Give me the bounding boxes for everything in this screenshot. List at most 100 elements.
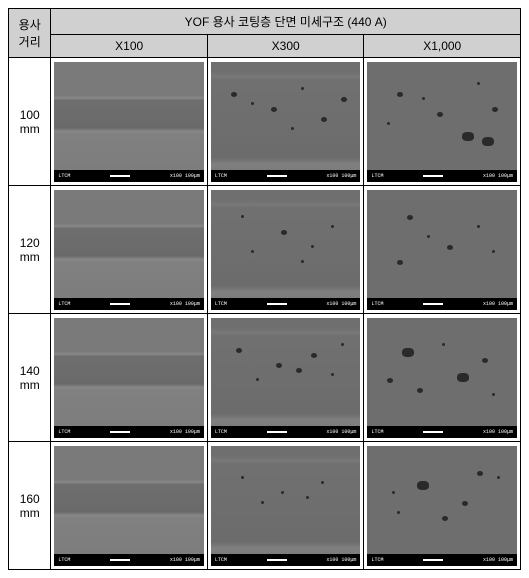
pore xyxy=(311,353,317,358)
sem-caption-bar: LTCM x100 100μm xyxy=(54,554,204,566)
scale-bar xyxy=(110,303,130,305)
pore xyxy=(497,476,500,479)
pore xyxy=(442,516,448,521)
sem-image: LTCM x100 100μm xyxy=(211,446,361,566)
scale-bar xyxy=(267,303,287,305)
sem-caption-bar: LTCM x100 100μm xyxy=(211,426,361,438)
pore xyxy=(397,511,400,514)
pore xyxy=(442,343,445,346)
scale-bar xyxy=(110,431,130,433)
pore xyxy=(422,97,425,100)
table-row: 140 mm LTCM x100 100μm LTCM x100 100μm xyxy=(9,314,521,442)
table-row: 160 mm LTCM x100 100μm LTCM x100 100μm xyxy=(9,442,521,570)
scale-bar xyxy=(110,175,130,177)
pore xyxy=(261,501,264,504)
sem-cell-120-x300: LTCM x100 100μm xyxy=(207,186,364,314)
pore xyxy=(397,92,403,97)
scale-bar xyxy=(423,559,443,561)
sem-cell-140-x300: LTCM x100 100μm xyxy=(207,314,364,442)
sem-caption-left: LTCM xyxy=(215,429,227,435)
pore xyxy=(492,393,495,396)
sem-caption-right: x100 100μm xyxy=(326,301,356,307)
sem-image: LTCM x100 100μm xyxy=(54,446,204,566)
sem-caption-bar: LTCM x100 100μm xyxy=(367,426,517,438)
pore xyxy=(492,250,495,253)
sem-caption-left: LTCM xyxy=(371,429,383,435)
sem-image: LTCM x100 100μm xyxy=(367,190,517,310)
pore xyxy=(387,378,393,383)
sem-caption-left: LTCM xyxy=(58,173,70,179)
sem-caption-right: x100 100μm xyxy=(326,557,356,563)
pore xyxy=(447,245,453,250)
table-row: 120 mm LTCM x100 100μm LTCM x100 100μm xyxy=(9,186,521,314)
pore xyxy=(397,260,403,265)
pore xyxy=(331,225,334,228)
header-main: YOF 용사 코팅층 단면 미세구조 (440 A) xyxy=(51,9,521,35)
pore xyxy=(291,127,294,130)
scale-bar xyxy=(267,431,287,433)
pore xyxy=(392,491,395,494)
pore xyxy=(256,378,259,381)
pore xyxy=(306,496,309,499)
scale-bar xyxy=(423,431,443,433)
sem-caption-right: x100 100μm xyxy=(483,301,513,307)
sem-caption-left: LTCM xyxy=(371,557,383,563)
scale-bar xyxy=(423,175,443,177)
pore xyxy=(482,137,494,146)
sem-caption-bar: LTCM x100 100μm xyxy=(211,554,361,566)
sem-caption-left: LTCM xyxy=(215,557,227,563)
pore xyxy=(236,348,242,353)
sem-cell-100-x100: LTCM x100 100μm xyxy=(51,58,208,186)
pore xyxy=(331,373,334,376)
sem-caption-bar: LTCM x100 100μm xyxy=(211,170,361,182)
sem-caption-left: LTCM xyxy=(58,429,70,435)
pore xyxy=(251,250,254,253)
sem-image: LTCM x100 100μm xyxy=(54,190,204,310)
pore xyxy=(311,245,314,248)
sem-cell-120-x100: LTCM x100 100μm xyxy=(51,186,208,314)
pore xyxy=(492,107,498,112)
sem-caption-left: LTCM xyxy=(215,173,227,179)
pore xyxy=(341,97,347,102)
microstructure-table: 용사 거리 YOF 용사 코팅층 단면 미세구조 (440 A) X100 X3… xyxy=(8,8,521,570)
pore xyxy=(387,122,390,125)
sem-caption-right: x100 100μm xyxy=(326,429,356,435)
sem-cell-100-x300: LTCM x100 100μm xyxy=(207,58,364,186)
sem-cell-160-x300: LTCM x100 100μm xyxy=(207,442,364,570)
pore xyxy=(281,230,287,235)
sem-caption-left: LTCM xyxy=(58,557,70,563)
pore xyxy=(321,117,327,122)
header-mag-x1000: X1,000 xyxy=(364,35,521,58)
sem-caption-right: x100 100μm xyxy=(483,557,513,563)
pore xyxy=(321,481,324,484)
pore xyxy=(477,471,483,476)
sem-image: LTCM x100 100μm xyxy=(367,318,517,438)
table-body: 100 mm LTCM x100 100μm LTCM x100 100μm xyxy=(9,58,521,570)
sem-caption-bar: LTCM x100 100μm xyxy=(211,298,361,310)
sem-image: LTCM x100 100μm xyxy=(54,62,204,182)
sem-image: LTCM x100 100μm xyxy=(367,62,517,182)
pore xyxy=(417,388,423,393)
pore xyxy=(417,481,429,490)
sem-image: LTCM x100 100μm xyxy=(54,318,204,438)
scale-bar xyxy=(267,175,287,177)
sem-caption-left: LTCM xyxy=(215,301,227,307)
scale-bar xyxy=(267,559,287,561)
sem-caption-right: x100 100μm xyxy=(170,429,200,435)
sem-image: LTCM x100 100μm xyxy=(367,446,517,566)
pore xyxy=(231,92,237,97)
sem-cell-160-x1000: LTCM x100 100μm xyxy=(364,442,521,570)
pore xyxy=(402,348,414,357)
pore xyxy=(427,235,430,238)
pore xyxy=(482,358,488,363)
sem-image: LTCM x100 100μm xyxy=(211,190,361,310)
sem-caption-right: x100 100μm xyxy=(326,173,356,179)
sem-cell-120-x1000: LTCM x100 100μm xyxy=(364,186,521,314)
sem-cell-140-x100: LTCM x100 100μm xyxy=(51,314,208,442)
pore xyxy=(271,107,277,112)
pore xyxy=(241,215,244,218)
sem-caption-bar: LTCM x100 100μm xyxy=(54,170,204,182)
sem-cell-100-x1000: LTCM x100 100μm xyxy=(364,58,521,186)
sem-caption-bar: LTCM x100 100μm xyxy=(54,298,204,310)
pore xyxy=(241,476,244,479)
